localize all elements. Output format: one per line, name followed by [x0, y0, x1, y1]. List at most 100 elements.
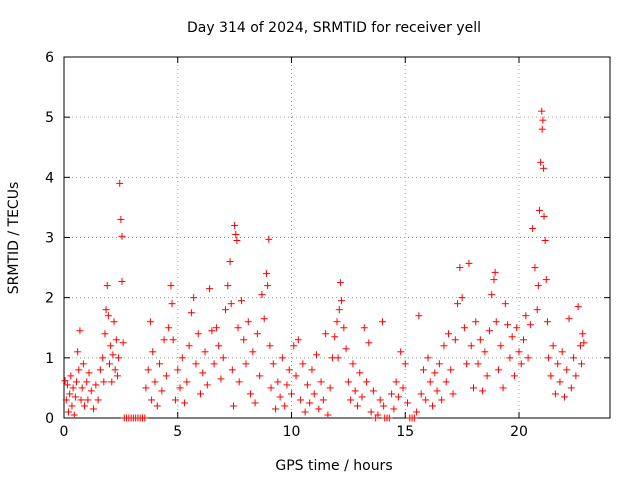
data-point-0-269 — [580, 339, 588, 347]
data-point-0-244 — [538, 107, 546, 115]
data-point-0-188 — [417, 390, 425, 398]
data-point-0-114 — [260, 315, 268, 323]
data-point-0-131 — [294, 336, 302, 344]
data-point-0-150 — [335, 306, 343, 314]
data-point-0-124 — [278, 354, 286, 362]
data-point-0-179 — [397, 348, 405, 356]
data-point-0-62 — [153, 402, 161, 410]
x-tick-label-3: 15 — [396, 424, 414, 440]
data-point-0-7 — [69, 384, 77, 392]
data-point-0-227 — [504, 321, 512, 329]
data-point-0-246 — [539, 116, 547, 124]
y-tick-label-4: 4 — [45, 170, 54, 186]
data-point-0-44 — [119, 339, 127, 347]
data-point-0-214 — [476, 336, 484, 344]
data-point-0-187 — [415, 312, 423, 320]
data-point-0-92 — [219, 354, 227, 362]
data-point-0-190 — [422, 396, 430, 404]
data-point-0-259 — [561, 393, 568, 401]
data-point-0-57 — [144, 366, 152, 374]
data-point-0-33 — [107, 342, 115, 350]
data-point-0-193 — [429, 402, 437, 410]
data-point-0-94 — [224, 282, 232, 290]
data-point-0-9 — [71, 393, 79, 401]
data-point-0-224 — [497, 342, 505, 350]
data-point-0-90 — [215, 342, 223, 350]
data-point-0-207 — [460, 324, 468, 332]
data-point-0-247 — [540, 164, 548, 172]
data-point-0-93 — [222, 306, 230, 314]
data-point-0-235 — [522, 312, 530, 320]
data-point-0-6 — [68, 402, 76, 410]
data-point-0-65 — [160, 336, 168, 344]
data-point-0-191 — [424, 354, 432, 362]
data-point-0-243 — [537, 158, 545, 166]
data-point-0-115 — [262, 270, 270, 278]
x-axis-label: GPS time / hours — [275, 458, 392, 474]
data-point-0-20 — [85, 369, 93, 377]
data-point-0-158 — [351, 387, 359, 395]
y-tick-label-3: 3 — [45, 231, 54, 247]
data-point-0-213 — [474, 360, 482, 368]
data-point-0-74 — [178, 354, 186, 362]
data-point-0-3 — [65, 408, 73, 416]
data-point-0-0 — [61, 377, 69, 385]
data-point-0-56 — [142, 384, 150, 392]
data-point-0-252 — [545, 354, 553, 362]
data-point-0-87 — [208, 327, 216, 335]
data-point-0-238 — [529, 224, 537, 232]
data-point-0-64 — [158, 387, 166, 395]
data-point-0-217 — [483, 372, 491, 380]
data-point-0-265 — [574, 303, 582, 311]
data-point-0-80 — [192, 360, 200, 368]
x-tick-label-0: 0 — [60, 424, 69, 440]
data-point-0-29 — [102, 306, 110, 314]
x-tick-label-2: 10 — [283, 424, 301, 440]
data-point-0-151 — [336, 279, 344, 287]
data-point-0-161 — [358, 393, 366, 401]
data-point-0-132 — [297, 396, 305, 404]
data-point-0-103 — [235, 378, 243, 386]
data-point-0-76 — [183, 378, 191, 386]
data-point-0-264 — [572, 372, 580, 380]
data-point-0-104 — [237, 297, 245, 305]
data-point-0-58 — [146, 318, 154, 326]
data-point-0-112 — [256, 372, 264, 380]
data-point-0-152 — [338, 297, 346, 305]
data-point-0-122 — [274, 378, 282, 386]
data-points — [61, 107, 588, 422]
data-point-0-4 — [66, 390, 74, 398]
data-point-0-181 — [401, 360, 409, 368]
data-point-0-55 — [141, 414, 149, 422]
data-point-0-268 — [579, 330, 587, 338]
data-point-0-257 — [556, 378, 564, 386]
data-point-0-45 — [118, 277, 126, 285]
data-point-0-220 — [490, 276, 498, 284]
data-point-0-83 — [199, 369, 207, 377]
data-point-0-180 — [399, 384, 407, 392]
data-point-0-140 — [315, 405, 323, 413]
data-point-0-91 — [217, 375, 225, 383]
data-point-0-41 — [116, 179, 124, 187]
data-point-0-14 — [77, 396, 85, 404]
data-point-0-39 — [113, 372, 121, 380]
data-point-0-96 — [227, 300, 235, 308]
data-point-0-70 — [169, 336, 177, 344]
data-point-0-125 — [281, 402, 289, 410]
data-point-0-35 — [109, 351, 117, 359]
data-point-0-242 — [535, 206, 543, 214]
data-point-0-176 — [390, 405, 398, 413]
data-point-0-196 — [435, 360, 443, 368]
data-point-0-69 — [168, 300, 176, 308]
data-point-0-202 — [449, 390, 457, 398]
data-point-0-72 — [174, 366, 182, 374]
data-point-0-143 — [322, 330, 330, 338]
data-point-0-255 — [551, 390, 559, 398]
data-point-0-201 — [447, 366, 455, 374]
data-point-0-2 — [63, 381, 71, 389]
data-point-0-266 — [576, 342, 584, 350]
data-point-0-123 — [276, 393, 284, 401]
data-point-0-200 — [444, 330, 452, 338]
data-point-0-43 — [118, 232, 126, 240]
